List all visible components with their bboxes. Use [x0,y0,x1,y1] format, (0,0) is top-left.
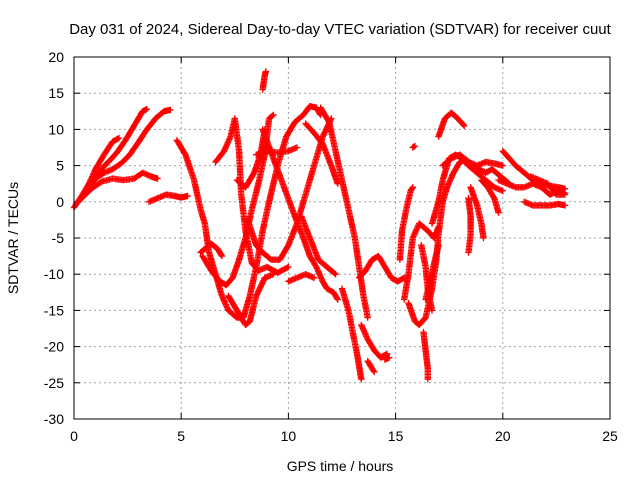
series-markers [356,252,408,285]
grid-layer [74,57,610,419]
series-markers [527,173,569,198]
y-axis-label: SDTVAR / TECUs [5,182,21,294]
series-arc-ai [478,176,502,216]
series-arc-f [173,137,213,256]
x-tick-label: 10 [281,428,297,444]
series-arc-e [145,191,191,205]
series-arc-am [521,198,569,209]
series-markers [358,321,391,361]
series-arc-d [77,169,161,203]
chart-title: Day 031 of 2024, Sidereal Day-to-day VTE… [69,21,611,38]
series-arc-t [338,285,365,383]
series-markers [212,115,292,276]
series-arc-aa [420,328,431,383]
plot-frame [73,56,611,420]
series-arc-r [302,120,341,187]
series-markers [409,142,419,151]
series-markers [495,176,569,198]
series-markers [173,137,213,256]
series-markers [205,103,324,321]
series-arc-s [298,213,339,278]
y-tick-label: -5 [52,230,65,246]
series-arc-ap [381,354,393,363]
series-markers [317,104,371,321]
y-tick-label: 0 [56,194,64,210]
series-markers [465,195,474,256]
data-layer [70,68,569,383]
series-markers [259,126,341,303]
series-arc-j [212,115,292,276]
series-arc-ac [422,242,442,303]
x-tick-label: 5 [177,428,185,444]
x-axis-label: GPS time / hours [287,458,394,474]
series-arc-w [364,357,378,376]
series-arc-l [225,271,277,329]
series-arc-ak [495,176,569,198]
x-tick-label: 15 [388,428,404,444]
series-arc-al [527,173,569,198]
x-tick-label: 25 [602,428,618,444]
series-markers [422,242,442,303]
series-markers [435,109,468,140]
tick-layer: 0 5 10 15 20 25 -30 -25 -20 -15 -10 -5 0 5 10 15 20 [44,49,618,444]
y-tick-label: -30 [44,411,64,427]
series-arc-q [317,104,371,321]
x-tick-label: 20 [495,428,511,444]
series-arc-o [244,115,335,263]
series-arc-af [439,151,506,169]
series-arc-v [358,321,391,361]
series-arc-ah [465,195,474,256]
series-markers [478,176,502,216]
series-markers [259,68,270,93]
y-tick-label: 10 [48,121,64,137]
series-arc-ao [409,142,419,151]
y-tick-label: -20 [44,339,64,355]
y-tick-label: 5 [56,158,64,174]
series-markers [364,357,378,376]
series-markers [420,328,431,383]
series-markers [77,169,161,203]
series-markers [225,271,277,329]
series-markers [302,120,341,187]
series-arc-ae [435,109,468,140]
series-markers [521,198,569,209]
series-markers [439,151,506,169]
y-tick-label: -10 [44,266,64,282]
series-arc-n [259,126,341,303]
series-arc-g [197,240,226,260]
series-markers [338,285,365,383]
series-arc-ag [467,184,487,242]
series-arc-p [285,271,318,285]
series-markers [467,184,487,242]
series-markers [197,240,226,260]
series-markers [298,213,339,278]
series-markers [244,115,335,263]
series-markers [381,354,393,363]
y-tick-label: -25 [44,375,64,391]
y-tick-label: -15 [44,302,64,318]
series-markers [145,191,191,205]
x-tick-label: 0 [70,428,78,444]
series-markers [401,220,442,303]
y-tick-label: 15 [48,85,64,101]
y-tick-label: 20 [48,49,64,65]
series-arc-x [401,220,442,303]
series-arc-an [259,68,270,93]
series-arc-h [205,103,324,321]
series-arc-y [396,184,416,263]
series-markers [396,184,416,263]
series-markers [285,271,318,285]
series-arc-u [356,252,408,285]
